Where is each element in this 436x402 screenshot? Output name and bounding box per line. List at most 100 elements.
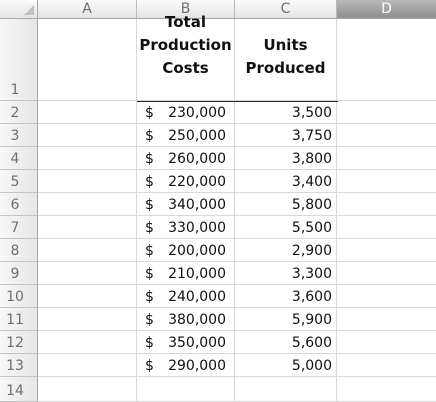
- row-header-9[interactable]: 9: [0, 262, 38, 285]
- cell-c11[interactable]: 5,900: [235, 308, 337, 330]
- row-number: 10: [6, 289, 24, 305]
- cell-b13[interactable]: $290,000: [137, 354, 235, 376]
- row-header-1[interactable]: 1: [0, 19, 38, 101]
- cell-d4[interactable]: [337, 147, 436, 169]
- row-header-14[interactable]: 14: [0, 377, 38, 402]
- row-number: 12: [6, 335, 24, 351]
- currency-symbol: $: [145, 266, 154, 282]
- cell-b12[interactable]: $350,000: [137, 331, 235, 353]
- production-cost: 290,000: [168, 358, 226, 374]
- cell-c9[interactable]: 3,300: [235, 262, 337, 284]
- row-header-10[interactable]: 10: [0, 285, 38, 308]
- row-header-8[interactable]: 8: [0, 239, 38, 262]
- cell-b5[interactable]: $220,000: [137, 170, 235, 192]
- row-number: 14: [6, 383, 24, 399]
- cell-b3[interactable]: $250,000: [137, 124, 235, 146]
- header-total-production-costs: Total Production Costs: [137, 11, 234, 80]
- row-header-6[interactable]: 6: [0, 193, 38, 216]
- cell-c2[interactable]: 3,500: [235, 101, 337, 123]
- cell-c10[interactable]: 3,600: [235, 285, 337, 307]
- cell-a3[interactable]: [38, 124, 137, 146]
- cell-a8[interactable]: [38, 239, 137, 261]
- row-number: 11: [6, 312, 24, 328]
- header-line: Units: [263, 36, 308, 54]
- cell-d14[interactable]: [337, 377, 436, 401]
- cell-d1[interactable]: [337, 19, 436, 100]
- cell-d12[interactable]: [337, 331, 436, 353]
- row-header-7[interactable]: 7: [0, 216, 38, 239]
- cell-d9[interactable]: [337, 262, 436, 284]
- units-produced: 3,600: [291, 289, 332, 305]
- sheet-row-5: $220,000 3,400: [38, 170, 436, 193]
- cell-c7[interactable]: 5,500: [235, 216, 337, 238]
- cell-a12[interactable]: [38, 331, 137, 353]
- select-all-corner[interactable]: [0, 0, 38, 19]
- cell-c13[interactable]: 5,000: [235, 354, 337, 376]
- column-header-b[interactable]: B: [137, 0, 235, 19]
- cell-c4[interactable]: 3,800: [235, 147, 337, 169]
- sheet-row-11: $380,000 5,900: [38, 308, 436, 331]
- cell-a5[interactable]: [38, 170, 137, 192]
- currency-symbol: $: [145, 358, 154, 374]
- cell-b6[interactable]: $340,000: [137, 193, 235, 215]
- cell-c6[interactable]: 5,800: [235, 193, 337, 215]
- cell-d5[interactable]: [337, 170, 436, 192]
- cell-d11[interactable]: [337, 308, 436, 330]
- row-header-13[interactable]: 13: [0, 354, 38, 377]
- units-produced: 5,500: [291, 220, 332, 236]
- cell-a9[interactable]: [38, 262, 137, 284]
- row-header-12[interactable]: 12: [0, 331, 38, 354]
- column-header-d[interactable]: D: [337, 0, 436, 19]
- cell-c3[interactable]: 3,750: [235, 124, 337, 146]
- production-cost: 260,000: [168, 151, 226, 167]
- production-cost: 230,000: [168, 105, 226, 121]
- cell-d7[interactable]: [337, 216, 436, 238]
- cell-d8[interactable]: [337, 239, 436, 261]
- currency-symbol: $: [145, 105, 154, 121]
- sheet-row-1: Total Production Costs Units Produced: [38, 13, 436, 101]
- cell-a1[interactable]: [38, 19, 137, 100]
- production-cost: 250,000: [168, 128, 226, 144]
- cell-b14[interactable]: [137, 377, 235, 401]
- row-number: 8: [10, 243, 20, 259]
- cell-d2[interactable]: [337, 101, 436, 123]
- cell-a14[interactable]: [38, 377, 137, 401]
- column-header-c[interactable]: C: [235, 0, 337, 19]
- cell-a11[interactable]: [38, 308, 137, 330]
- cell-b10[interactable]: $240,000: [137, 285, 235, 307]
- cell-c12[interactable]: 5,600: [235, 331, 337, 353]
- row-header-4[interactable]: 4: [0, 147, 38, 170]
- currency-symbol: $: [145, 289, 154, 305]
- header-line: Costs: [162, 59, 209, 77]
- cell-b1[interactable]: Total Production Costs: [137, 13, 235, 100]
- cell-d10[interactable]: [337, 285, 436, 307]
- cell-c8[interactable]: 2,900: [235, 239, 337, 261]
- header-line: Production: [139, 36, 232, 54]
- cell-d6[interactable]: [337, 193, 436, 215]
- column-header-a[interactable]: A: [38, 0, 137, 19]
- cell-b7[interactable]: $330,000: [137, 216, 235, 238]
- cell-grid: Total Production Costs Units Produced $2…: [38, 13, 436, 402]
- cell-a4[interactable]: [38, 147, 137, 169]
- row-header-11[interactable]: 11: [0, 308, 38, 331]
- currency-symbol: $: [145, 174, 154, 190]
- cell-a6[interactable]: [38, 193, 137, 215]
- row-header-3[interactable]: 3: [0, 124, 38, 147]
- cell-b9[interactable]: $210,000: [137, 262, 235, 284]
- cell-b8[interactable]: $200,000: [137, 239, 235, 261]
- cell-b11[interactable]: $380,000: [137, 308, 235, 330]
- cell-c14[interactable]: [235, 377, 337, 401]
- row-number: 13: [6, 358, 24, 374]
- cell-c5[interactable]: 3,400: [235, 170, 337, 192]
- cell-d13[interactable]: [337, 354, 436, 376]
- row-header-2[interactable]: 2: [0, 101, 38, 124]
- cell-a13[interactable]: [38, 354, 137, 376]
- row-header-5[interactable]: 5: [0, 170, 38, 193]
- cell-a2[interactable]: [38, 101, 137, 123]
- cell-a10[interactable]: [38, 285, 137, 307]
- cell-c1[interactable]: Units Produced: [235, 19, 337, 100]
- cell-a7[interactable]: [38, 216, 137, 238]
- cell-b4[interactable]: $260,000: [137, 147, 235, 169]
- cell-b2[interactable]: $230,000: [137, 101, 235, 123]
- cell-d3[interactable]: [337, 124, 436, 146]
